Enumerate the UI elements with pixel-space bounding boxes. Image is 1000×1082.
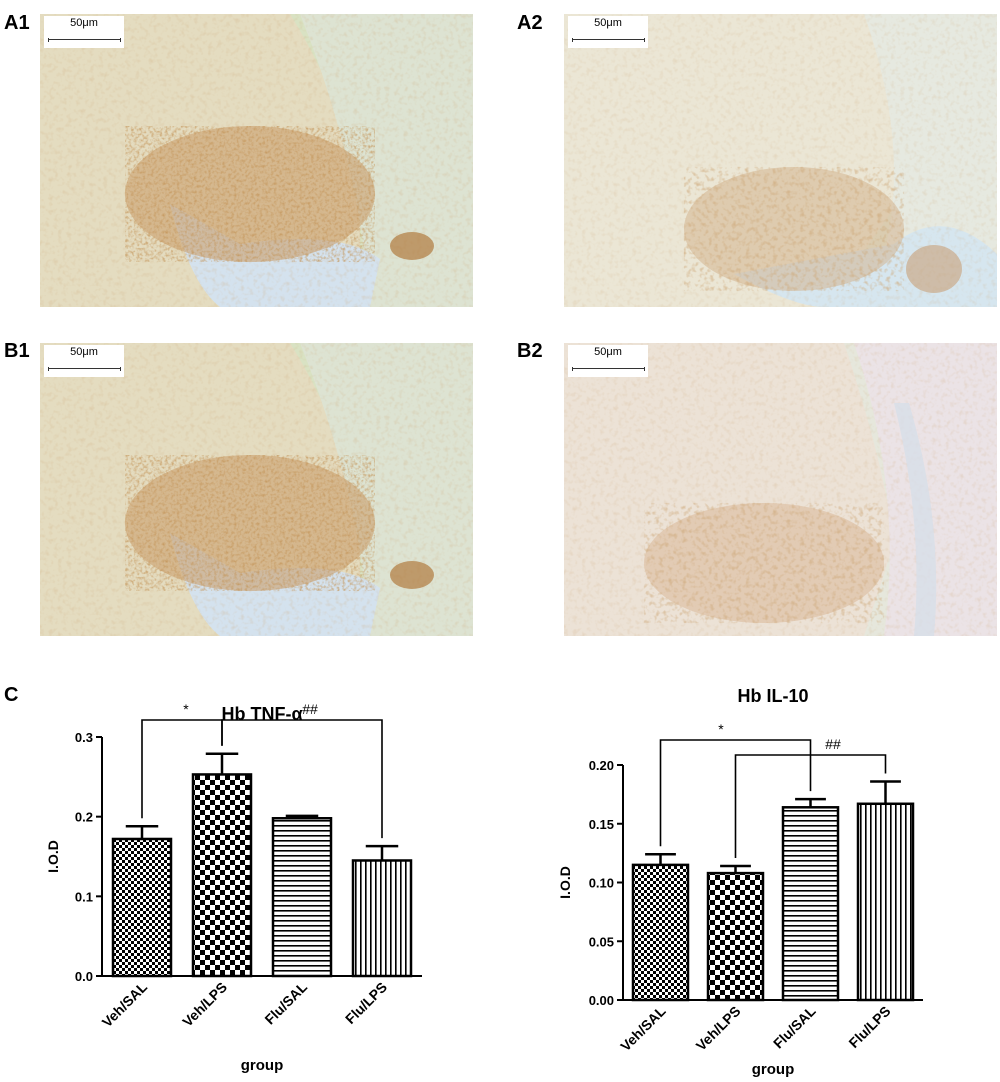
scale-bar: 50μm	[44, 345, 124, 377]
chart-il-10: Hb IL-10 0.00 0.05 0.10 0.15 0.20 I.O.D Veh/SAL…	[557, 686, 923, 1078]
y-tick-label: 0.1	[75, 889, 93, 904]
y-tick-label: 0.3	[75, 730, 93, 745]
bar	[631, 863, 690, 1002]
scale-bar-label: 50μm	[594, 17, 622, 29]
scale-bar-label: 50μm	[70, 17, 98, 29]
x-tick-label: Veh/SAL	[99, 978, 151, 1030]
significance-symbol: ##	[825, 736, 841, 752]
significance-symbol: *	[183, 701, 189, 717]
chart-title: Hb IL-10	[737, 686, 808, 706]
bar	[271, 817, 333, 978]
scale-bar: 50μm	[568, 345, 648, 377]
y-tick-label: 0.20	[589, 758, 614, 773]
bar	[351, 859, 413, 978]
panel-label-a1: A1	[4, 12, 30, 34]
panel-label-a2: A2	[517, 12, 543, 34]
x-tick-label: Flu/LPS	[845, 1003, 893, 1051]
micrograph-b1: 50μm	[40, 343, 473, 636]
y-tick-label: 0.2	[75, 810, 93, 825]
x-tick-label: Veh/LPS	[179, 979, 230, 1030]
y-tick-label: 0.05	[589, 934, 614, 949]
x-tick-label: Flu/SAL	[770, 1002, 819, 1051]
bar	[111, 837, 173, 978]
significance-bracket	[659, 739, 812, 847]
y-tick-label: 0.15	[589, 817, 614, 832]
bar	[706, 871, 765, 1002]
x-axis-label: group	[752, 1061, 795, 1078]
significance-symbol: ##	[302, 701, 318, 717]
x-axis-label: group	[241, 1057, 284, 1074]
panel-label-b1: B1	[4, 340, 30, 362]
chart-title: Hb TNF-α	[221, 704, 302, 724]
micrograph-a1: 50μm	[40, 14, 473, 307]
scale-bar: 50μm	[568, 16, 648, 48]
scale-bar: 50μm	[44, 16, 124, 48]
x-tick-label: Flu/SAL	[261, 978, 310, 1027]
x-tick-label: Veh/LPS	[693, 1003, 744, 1054]
y-axis-label: I.O.D	[45, 840, 61, 873]
bar	[191, 773, 253, 978]
bar	[856, 802, 915, 1002]
panel-label-b2: B2	[517, 340, 543, 362]
y-tick-label: 0.00	[589, 993, 614, 1008]
x-tick-label: Veh/SAL	[617, 1002, 669, 1054]
y-tick-label: 0.0	[75, 969, 93, 984]
y-tick-label: 0.10	[589, 876, 614, 891]
micrograph-a2: 50μm	[564, 14, 997, 307]
significance-bracket	[221, 719, 383, 839]
micrograph-b2: 50μm	[564, 343, 997, 636]
significance-bracket	[734, 754, 887, 859]
panel-label-c: C	[4, 684, 19, 706]
bar	[781, 806, 840, 1002]
chart-tnf-alpha: Hb TNF-α 0.0 0.1 0.2 0.3 I.O.D Veh/SAL Veh/LPS F…	[45, 701, 422, 1074]
x-tick-label: Flu/LPS	[342, 979, 390, 1027]
y-axis-label: I.O.D	[557, 866, 573, 899]
significance-symbol: *	[718, 721, 724, 737]
scale-bar-label: 50μm	[70, 346, 98, 358]
scale-bar-label: 50μm	[594, 346, 622, 358]
